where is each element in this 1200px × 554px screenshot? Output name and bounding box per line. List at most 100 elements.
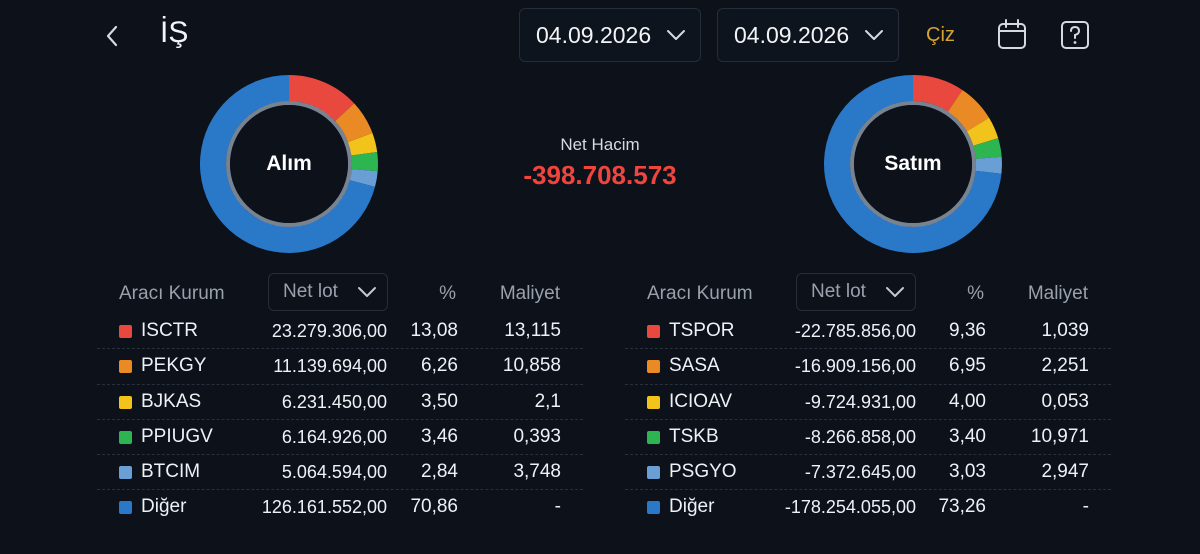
draw-button[interactable]: Çiz xyxy=(926,24,955,46)
sell-sort-value: Net lot xyxy=(811,281,866,302)
net-lot: -16.909.156,00 xyxy=(794,356,916,377)
broker-name: BJKAS xyxy=(141,390,202,412)
cost: 2,251 xyxy=(1041,355,1089,377)
net-lot: -9.724.931,00 xyxy=(804,391,916,412)
table-row[interactable]: Diğer 126.161.552,00 70,86 - xyxy=(97,490,583,525)
color-swatch xyxy=(647,501,660,515)
sell-sort-select[interactable]: Net lot xyxy=(796,273,916,311)
net-lot: -22.785.856,00 xyxy=(794,321,916,341)
cost: 3,748 xyxy=(513,461,561,483)
donut-hole xyxy=(230,105,348,223)
broker-name: PPIUGV xyxy=(141,425,213,447)
table-row[interactable]: PPIUGV 6.164.926,00 3,46 0,393 xyxy=(97,420,583,456)
broker-name: PEKGY xyxy=(141,355,207,377)
color-swatch xyxy=(119,395,132,409)
color-swatch xyxy=(647,430,660,444)
net-lot: 11.139.694,00 xyxy=(273,356,387,377)
donut-slice xyxy=(966,117,999,146)
table-row[interactable]: PEKGY 11.139.694,00 6,26 10,858 xyxy=(97,349,583,385)
date-to-select[interactable]: 04.09.2026 xyxy=(717,8,899,62)
color-swatch xyxy=(119,360,132,374)
broker-name: BTCIM xyxy=(141,461,201,483)
net-volume-label: Net Hacim xyxy=(560,135,640,154)
percent: 3,46 xyxy=(421,425,458,447)
sell-table: TSPOR -22.785.856,00 9,36 1,039 SASA -16.909.… xyxy=(625,314,1111,526)
help-icon xyxy=(1061,21,1089,49)
donut-slice xyxy=(349,169,378,187)
buy-table: ISCTR 23.279.306,00 13,08 13,115 PEKGY 11.139… xyxy=(97,314,583,526)
percent: 13,08 xyxy=(410,320,458,341)
calendar-button[interactable] xyxy=(996,18,1028,52)
cost: 2,1 xyxy=(534,390,561,412)
date-from-select[interactable]: 04.09.2026 xyxy=(519,8,701,62)
donut-slice xyxy=(975,156,1002,174)
color-swatch xyxy=(647,395,660,409)
percent: 3,03 xyxy=(949,461,986,483)
sell-header-broker: Aracı Kurum xyxy=(647,283,753,304)
donut-slice xyxy=(913,75,963,112)
buy-donut-label: Alım xyxy=(266,152,312,175)
chevron-down-icon xyxy=(886,287,904,297)
table-row[interactable]: ISCTR 23.279.306,00 13,08 13,115 xyxy=(97,314,583,350)
cost: - xyxy=(1082,496,1089,518)
cost: 13,115 xyxy=(504,320,561,341)
percent: 70,86 xyxy=(410,496,458,518)
buy-header-pct: % xyxy=(439,283,456,304)
cost: 0,053 xyxy=(1041,390,1089,412)
percent: 73,26 xyxy=(938,496,986,518)
donut-inner-ring xyxy=(850,101,976,227)
percent: 3,40 xyxy=(949,425,986,447)
net-lot: 5.064.594,00 xyxy=(281,462,387,483)
donut-slice xyxy=(289,75,355,122)
color-swatch xyxy=(119,501,132,515)
buy-sort-select[interactable]: Net lot xyxy=(268,273,388,311)
sell-header-cost: Maliyet xyxy=(1027,283,1088,304)
table-row[interactable]: ICIOAV -9.724.931,00 4,00 0,053 xyxy=(625,385,1111,420)
broker-name: SASA xyxy=(669,355,720,377)
net-lot: -7.372.645,00 xyxy=(804,462,916,483)
broker-name: Diğer xyxy=(141,496,187,518)
page-title: İŞ xyxy=(160,16,189,49)
color-swatch xyxy=(119,466,132,480)
cost: 10,971 xyxy=(1030,425,1089,447)
cost: - xyxy=(554,496,561,518)
broker-name: TSPOR xyxy=(669,320,735,341)
broker-name: TSKB xyxy=(669,425,719,447)
percent: 2,84 xyxy=(421,461,458,483)
cost: 0,393 xyxy=(513,425,561,447)
chevron-down-icon xyxy=(358,287,376,297)
net-lot: 126.161.552,00 xyxy=(261,497,387,518)
buy-sort-value: Net lot xyxy=(283,281,338,302)
percent: 6,26 xyxy=(421,355,458,377)
table-row[interactable]: SASA -16.909.156,00 6,95 2,251 xyxy=(625,349,1111,385)
percent: 6,95 xyxy=(949,355,986,377)
back-button[interactable] xyxy=(98,20,126,52)
donut-slice xyxy=(200,75,376,253)
table-row[interactable]: Diğer -178.254.055,00 73,26 - xyxy=(625,490,1111,525)
help-button[interactable] xyxy=(1059,18,1091,52)
percent: 9,36 xyxy=(949,320,986,341)
color-swatch xyxy=(647,466,660,480)
net-lot: -8.266.858,00 xyxy=(804,426,916,447)
sell-donut-chart: Satım xyxy=(823,74,1003,254)
color-swatch xyxy=(119,430,132,444)
net-lot: -178.254.055,00 xyxy=(784,497,916,518)
broker-name: PSGYO xyxy=(669,461,737,483)
percent: 3,50 xyxy=(421,390,458,412)
table-row[interactable]: BTCIM 5.064.594,00 2,84 3,748 xyxy=(97,455,583,491)
donut-slice xyxy=(947,89,990,132)
buy-header-broker: Aracı Kurum xyxy=(119,283,225,304)
table-row[interactable]: TSKB -8.266.858,00 3,40 10,971 xyxy=(625,420,1111,456)
buy-header-cost: Maliyet xyxy=(499,283,560,304)
color-swatch xyxy=(647,325,660,338)
donut-slice xyxy=(824,75,1002,254)
net-lot: 6.231.450,00 xyxy=(281,391,387,412)
table-row[interactable]: PSGYO -7.372.645,00 3,03 2,947 xyxy=(625,455,1111,491)
chevron-down-icon xyxy=(667,30,685,40)
chevron-down-icon xyxy=(865,30,883,40)
table-row[interactable]: TSPOR -22.785.856,00 9,36 1,039 xyxy=(625,314,1111,350)
broker-name: Diğer xyxy=(669,496,715,518)
color-swatch xyxy=(647,360,660,374)
table-row[interactable]: BJKAS 6.231.450,00 3,50 2,1 xyxy=(97,385,583,420)
donut-inner-ring xyxy=(226,101,352,227)
